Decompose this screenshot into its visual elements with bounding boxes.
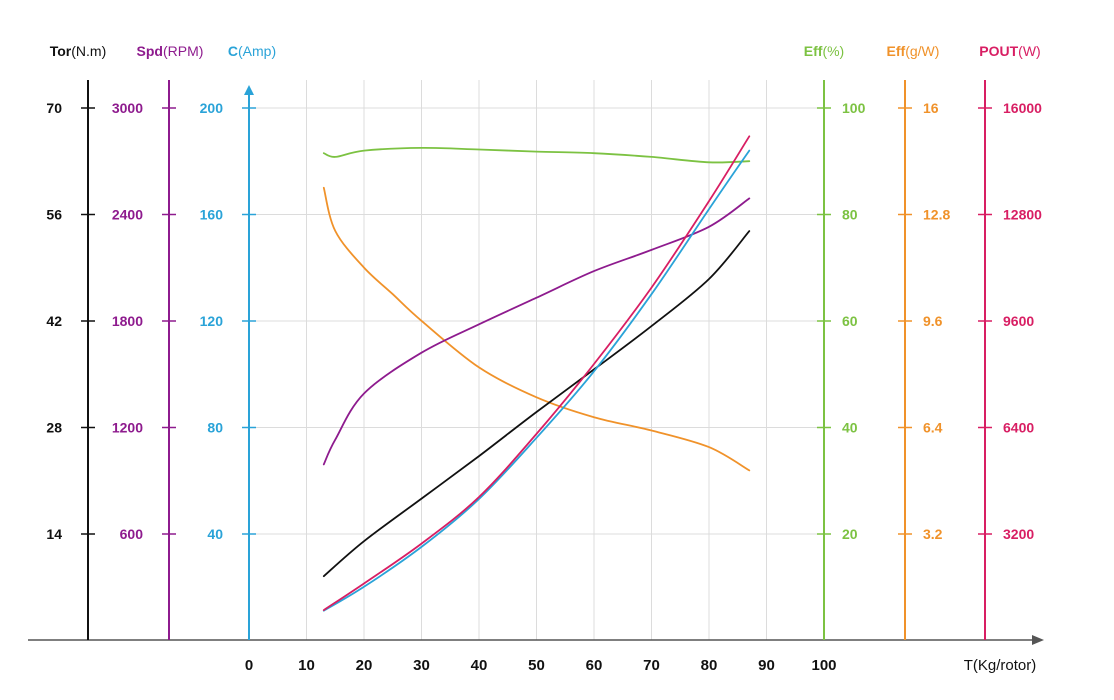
axis-tick-label-eff: 100 [842,100,866,116]
axis-tick-label-tor: 28 [46,420,62,436]
axis-header-name: Eff [887,43,906,59]
axis-tick-label-effg: 9.6 [923,313,943,329]
axis-tick-label-spd: 1800 [112,313,143,329]
axis-tick-label-effg: 6.4 [923,420,943,436]
x-tick-label: 80 [701,657,718,674]
axis-header-unit: (g/W) [905,43,939,59]
axis-header-unit: (W) [1018,43,1041,59]
x-tick-label: 30 [413,657,430,674]
x-tick-label: 40 [471,657,488,674]
axis-tick-label-effg: 12.8 [923,207,950,223]
axis-tick-label-spd: 600 [120,526,144,542]
axis-tick-label-tor: 14 [46,526,62,542]
series-line-c [322,149,751,612]
axis-tick-label-c: 200 [200,100,224,116]
axis-header-name: Eff [804,43,823,59]
axis-tick-label-spd: 2400 [112,207,143,223]
axis-header-unit: (RPM) [163,43,203,59]
axis-tick-label-spd: 3000 [112,100,143,116]
axis-tick-label-eff: 20 [842,526,858,542]
axis-tick-label-tor: 56 [46,207,62,223]
axis-tick-label-eff: 40 [842,420,858,436]
axis-tick-label-c: 160 [200,207,224,223]
series-line-spd [322,197,751,466]
x-axis-title: T(Kg/rotor) [964,657,1037,674]
grid [249,80,824,640]
axis-header-spd: Spd(RPM) [137,43,204,59]
axis-tick-label-pout: 9600 [1003,313,1034,329]
axis-tick-label-pout: 12800 [1003,207,1042,223]
axis-header-name: POUT [979,43,1018,59]
axis-tick-label-effg: 16 [923,100,939,116]
axes [28,80,1044,645]
axis-tick-label-tor: 42 [46,313,62,329]
axis-tick-label-eff: 60 [842,313,858,329]
x-tick-label: 70 [643,657,660,674]
axis-tick-label-c: 40 [207,526,223,542]
axis-header-name: C [228,43,238,59]
series-line-tor [322,230,751,578]
series [322,135,751,612]
x-tick-label: 0 [245,657,253,674]
x-tick-label: 50 [528,657,545,674]
axis-header-eff: Eff(%) [804,43,844,59]
axis-header-tor: Tor(N.m) [50,43,107,59]
axis-header-c: C(Amp) [228,43,276,59]
axis-tick-label-pout: 16000 [1003,100,1042,116]
axis-header-unit: (N.m) [71,43,106,59]
axis-header-effg: Eff(g/W) [887,43,940,59]
axis-tick-label-pout: 3200 [1003,526,1034,542]
series-line-effg [322,186,751,472]
axis-header-name: Tor [50,43,72,59]
labels: 7056422814Tor(N.m)3000240018001200600Spd… [46,43,1042,674]
axis-tick-label-pout: 6400 [1003,420,1034,436]
axis-tick-label-spd: 1200 [112,420,143,436]
axis-tick-label-c: 80 [207,420,223,436]
x-tick-label: 100 [811,657,836,674]
x-tick-label: 60 [586,657,603,674]
axis-tick-label-effg: 3.2 [923,526,943,542]
axis-tick-label-eff: 80 [842,207,858,223]
series-line-eff [322,146,751,164]
x-tick-label: 20 [356,657,373,674]
axis-header-unit: (%) [822,43,844,59]
axis-header-pout: POUT(W) [979,43,1040,59]
axis-tick-label-tor: 70 [46,100,62,116]
axis-tick-label-c: 120 [200,313,224,329]
series-line-pout [322,135,751,611]
x-tick-label: 10 [298,657,315,674]
axis-header-name: Spd [137,43,163,59]
x-tick-label: 90 [758,657,775,674]
axis-header-unit: (Amp) [238,43,276,59]
